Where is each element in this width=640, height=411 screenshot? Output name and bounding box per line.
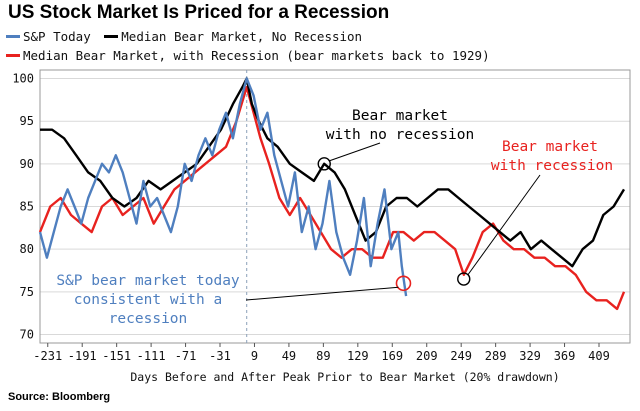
annotation-leader-sp-today — [245, 286, 399, 301]
annotation-sp-today-line3: recession — [109, 311, 188, 327]
legend-swatch-sp-today — [6, 35, 20, 38]
series-line-sp-today — [38, 77, 408, 297]
x-tick-label: -71 — [175, 349, 197, 363]
x-axis-label: Days Before and After Peak Prior to Bear… — [130, 370, 559, 384]
x-tick-label: -31 — [209, 349, 231, 363]
x-tick-label: 9 — [251, 349, 258, 363]
annotation-leader-with-recession — [467, 174, 541, 276]
x-tick-label: 209 — [416, 349, 438, 363]
annotation-marker-no-recession — [317, 157, 331, 171]
plot-frame — [39, 69, 631, 344]
x-tick-label: -231 — [33, 349, 62, 363]
legend-swatch-no-recession — [104, 35, 119, 38]
legend-label-no-recession: Median Bear Market, No Recession — [121, 29, 363, 44]
series-line-no-recession — [40, 77, 626, 268]
x-tick-label: 289 — [485, 349, 507, 363]
x-tick-label: -151 — [102, 349, 131, 363]
legend-row-1: S&P Today Median Bear Market, No Recessi… — [6, 26, 368, 44]
y-tick-label: 95 — [20, 114, 34, 128]
x-tick-label: -111 — [137, 349, 166, 363]
x-tick-label: -191 — [68, 349, 97, 363]
legend-label-with-recession: Median Bear Market, with Recession (bear… — [23, 48, 490, 63]
x-tick-label: 369 — [554, 349, 576, 363]
legend-item-sp-today: S&P Today — [6, 29, 91, 44]
annotation-with-recession-line2: with recession — [491, 158, 613, 174]
legend-label-sp-today: S&P Today — [23, 29, 91, 44]
legend-row-2: Median Bear Market, with Recession (bear… — [6, 45, 496, 63]
legend-item-with-recession: Median Bear Market, with Recession (bear… — [6, 48, 490, 63]
y-tick-label: 90 — [20, 157, 34, 171]
y-tick-label: 80 — [20, 242, 34, 256]
annotation-leader-no-recession — [329, 142, 381, 162]
series-layer — [38, 77, 626, 311]
annotation-sp-today-line2: consistent with a — [74, 292, 222, 308]
annotation-marker-with-recession — [457, 272, 471, 286]
y-tick-label: 75 — [20, 285, 34, 299]
annotation-sp-today-line1: S&P bear market today — [56, 273, 240, 289]
x-tick-label: 129 — [347, 349, 369, 363]
y-tick-label: 70 — [20, 327, 34, 341]
annotation-layer: Bear market with no recession Bear market w… — [56, 108, 613, 327]
x-tick-label: 169 — [381, 349, 403, 363]
x-tick-label: 49 — [282, 349, 296, 363]
annotation-marker-sp-today — [395, 275, 412, 292]
chart-title: US Stock Market Is Priced for a Recessio… — [8, 2, 390, 23]
annotation-with-recession-line1: Bear market — [502, 139, 598, 155]
annotation-no-recession-line1: Bear market — [352, 108, 448, 124]
x-tick-label: 409 — [588, 349, 610, 363]
annotation-no-recession-line2: with no recession — [326, 127, 474, 143]
x-tick-label: 249 — [450, 349, 472, 363]
x-tick-label: 89 — [316, 349, 330, 363]
y-tick-label: 100 — [12, 72, 34, 86]
legend-swatch-with-recession — [6, 54, 20, 57]
legend-item-no-recession: Median Bear Market, No Recession — [104, 29, 362, 44]
grid-layer — [40, 78, 630, 335]
x-tick-label: 329 — [519, 349, 541, 363]
y-tick-label: 85 — [20, 200, 34, 214]
axes-layer: 70 75 80 85 90 95 100 -231 -191 -151 -111 -71 -31 9 49… — [12, 69, 631, 363]
source-note: Source: Bloomberg — [8, 391, 111, 403]
